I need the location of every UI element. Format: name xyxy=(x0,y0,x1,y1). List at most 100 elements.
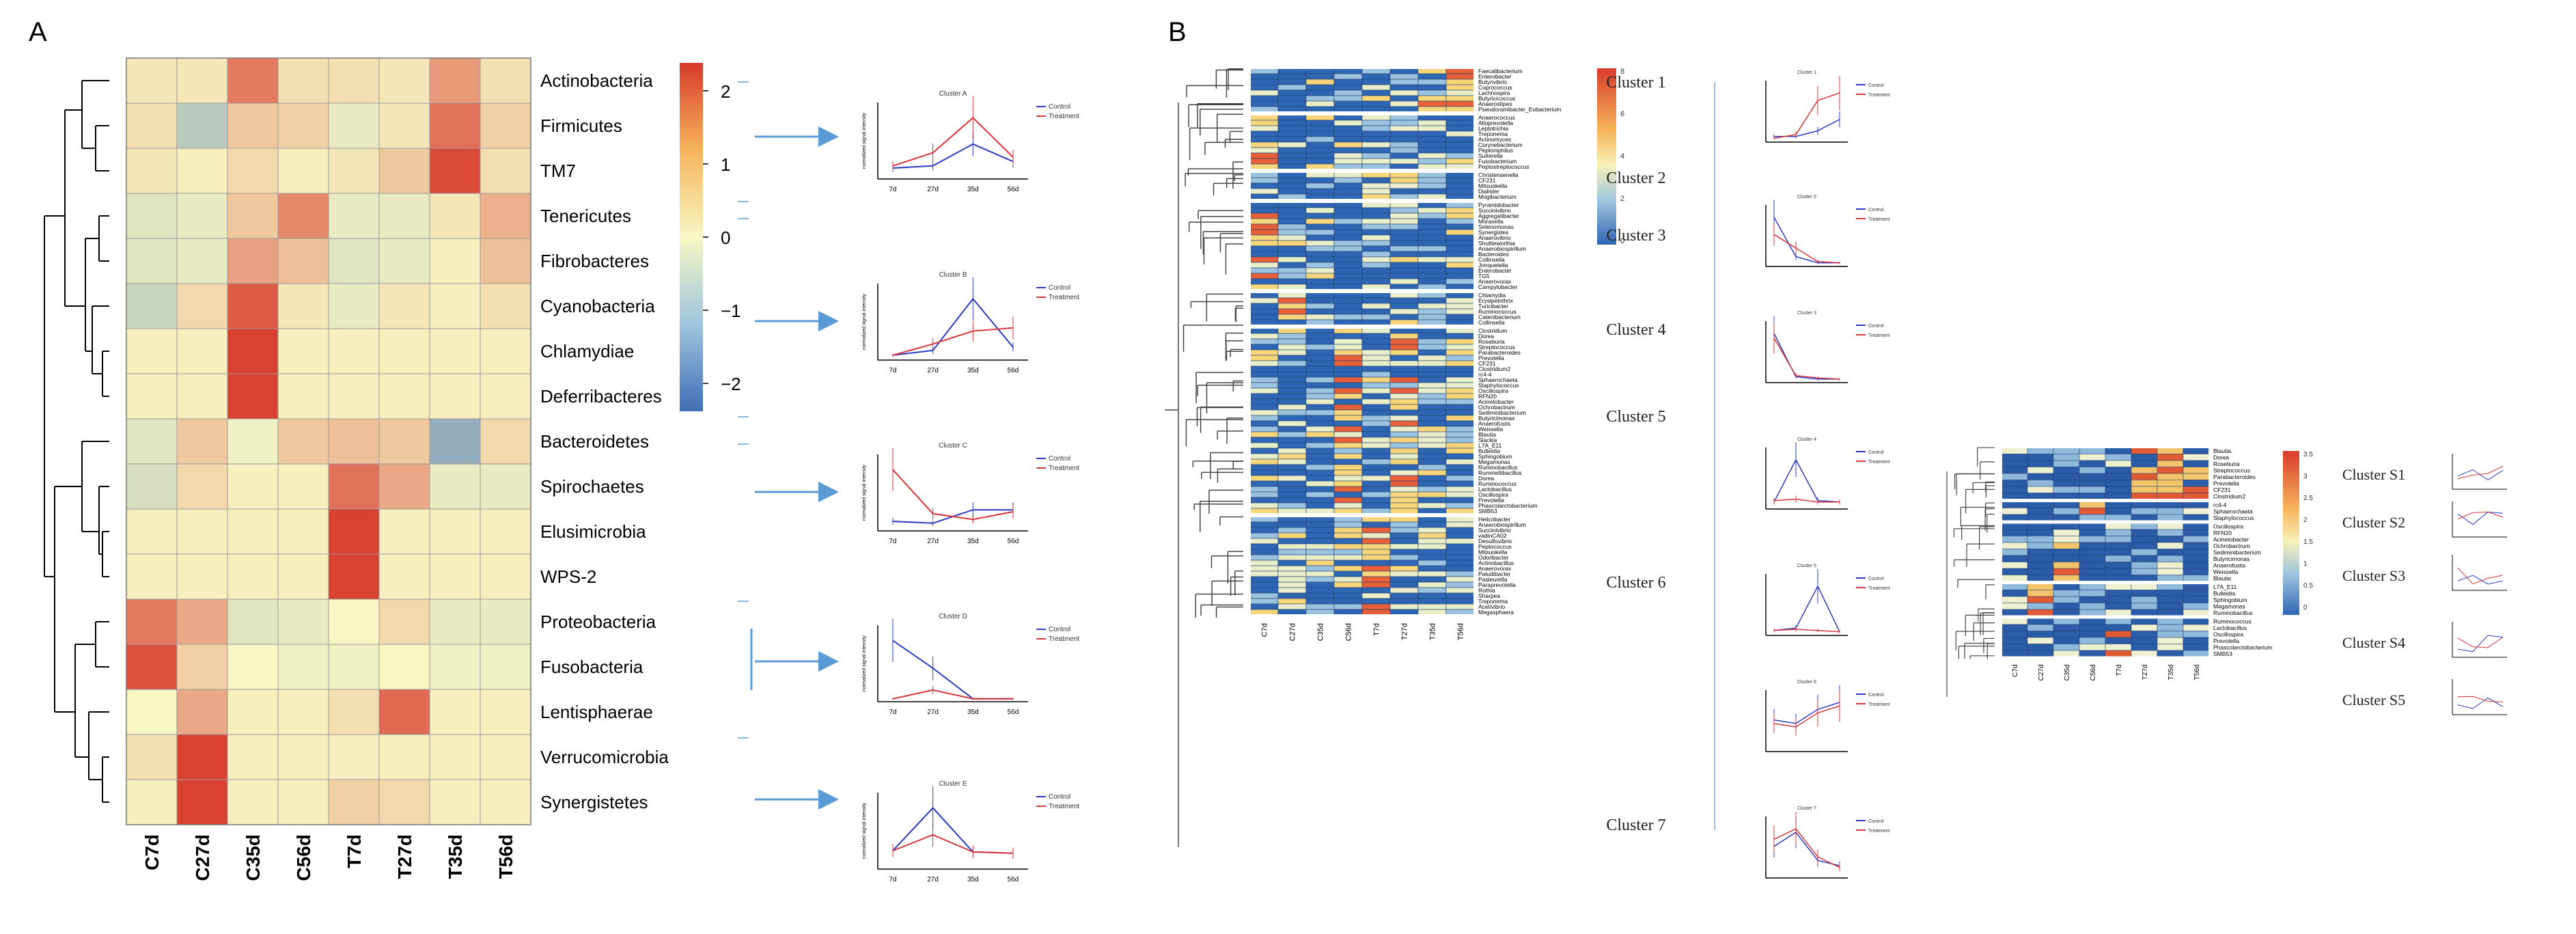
heatmap-cell xyxy=(1277,366,1307,372)
heatmap-cell xyxy=(1361,409,1391,416)
heatmap-cell xyxy=(2001,618,2028,625)
heatmap-cell xyxy=(1305,486,1335,493)
row-label: Ochrobactrum xyxy=(2213,542,2250,549)
heatmap-cell xyxy=(1417,521,1447,528)
heatmap-cell xyxy=(1389,158,1419,165)
heatmap-cell xyxy=(1445,409,1475,416)
heatmap-cell xyxy=(1417,538,1447,545)
heatmap-cell xyxy=(1417,267,1447,274)
column-label: T56d xyxy=(1457,623,1465,640)
heatmap-cell xyxy=(1277,565,1307,572)
panel-a-colorbar: 210−1−2 xyxy=(680,63,741,411)
heatmap-cell xyxy=(480,599,531,645)
heatmap-cell xyxy=(1333,581,1363,588)
heatmap-cell xyxy=(328,373,380,420)
legend-control-label: Control xyxy=(1868,693,1884,698)
heatmap-cell xyxy=(1249,420,1279,427)
heatmap-cell xyxy=(1445,95,1475,102)
row-label: Paraprevotella xyxy=(1478,581,1516,588)
heatmap-cell xyxy=(1445,202,1475,208)
heatmap-cell xyxy=(1445,576,1475,583)
heatmap-cell xyxy=(1249,581,1279,588)
heatmap-cell xyxy=(1249,95,1279,102)
heatmap-cell xyxy=(1417,158,1447,165)
heatmap-cell xyxy=(1417,95,1447,102)
heatmap-cell xyxy=(1305,426,1335,432)
heatmap-cell xyxy=(1361,84,1391,91)
heatmap-cell xyxy=(1333,592,1363,599)
mini-chart-x-tick: 7d xyxy=(889,367,896,374)
row-label: Ruminococcus xyxy=(2213,618,2252,625)
mini-chart-treatment-line xyxy=(892,117,1014,167)
heatmap-cell xyxy=(1249,538,1279,545)
panel-b-mini-heatmap xyxy=(2001,447,2210,658)
row-label: Enterobacter xyxy=(1478,73,1512,80)
heatmap-cell xyxy=(1249,152,1279,159)
heatmap-cell xyxy=(1277,136,1307,143)
row-label: Slackia xyxy=(1478,437,1497,443)
heatmap-cell xyxy=(1249,532,1279,539)
heatmap-cell xyxy=(1249,371,1279,378)
heatmap-cell xyxy=(429,328,481,374)
heatmap-cell xyxy=(1389,453,1419,460)
heatmap-cell xyxy=(1305,327,1335,334)
heatmap-cell xyxy=(2053,631,2080,638)
heatmap-cell xyxy=(1389,344,1419,351)
heatmap-cell xyxy=(1361,609,1391,616)
heatmap-cell xyxy=(126,193,178,239)
heatmap-cell xyxy=(1333,491,1363,498)
colorbar-tick-label: 2 xyxy=(1620,195,1624,203)
heatmap-cell xyxy=(1277,284,1307,290)
heatmap-cell xyxy=(378,508,430,555)
heatmap-cell xyxy=(1389,212,1419,219)
heatmap-cell xyxy=(1361,240,1391,247)
heatmap-cell xyxy=(1445,158,1475,165)
heatmap-cell xyxy=(1389,68,1419,74)
heatmap-cell xyxy=(1417,571,1447,577)
heatmap-cell xyxy=(2001,637,2028,644)
heatmap-cell xyxy=(176,328,228,374)
heatmap-cell xyxy=(2027,529,2054,536)
heatmap-cell xyxy=(2131,523,2158,530)
heatmap-cell xyxy=(1389,267,1419,274)
heatmap-cell xyxy=(1249,136,1279,143)
cluster-label: Cluster S2 xyxy=(2342,514,2405,531)
heatmap-cell xyxy=(1361,376,1391,383)
row-label: Deferribacteres xyxy=(540,386,662,407)
heatmap-cell xyxy=(1305,125,1335,132)
heatmap-cell xyxy=(2131,575,2158,582)
heatmap-cell xyxy=(480,508,531,555)
row-label: Collinsella xyxy=(1478,319,1505,326)
heatmap-cell xyxy=(1361,464,1391,471)
heatmap-cell xyxy=(1389,207,1419,214)
row-label: Odoribacter xyxy=(1478,554,1509,561)
heatmap-cell xyxy=(1277,84,1307,91)
heatmap-cell xyxy=(1389,543,1419,550)
heatmap-cell xyxy=(1361,360,1391,367)
heatmap-cell xyxy=(2131,486,2158,493)
heatmap-cell xyxy=(1417,469,1447,476)
heatmap-cell xyxy=(1305,297,1335,304)
heatmap-cell xyxy=(1361,267,1391,274)
heatmap-cell xyxy=(1333,415,1363,422)
heatmap-cell xyxy=(1277,502,1307,509)
heatmap-cell xyxy=(1333,571,1363,577)
heatmap-cell xyxy=(1417,314,1447,320)
heatmap-cell xyxy=(227,508,279,555)
heatmap-cell xyxy=(1305,469,1335,476)
heatmap-cell xyxy=(176,238,228,284)
heatmap-cell xyxy=(2053,590,2080,597)
column-label: C35d xyxy=(243,834,264,881)
heatmap-cell xyxy=(2027,473,2054,480)
heatmap-cell xyxy=(1333,152,1363,159)
legend-control-label: Control xyxy=(1868,819,1884,824)
heatmap-cell xyxy=(1417,84,1447,91)
heatmap-cell xyxy=(1249,90,1279,96)
heatmap-cell xyxy=(126,328,178,374)
heatmap-cell xyxy=(1417,448,1447,454)
heatmap-cell xyxy=(1361,486,1391,493)
heatmap-cell xyxy=(1445,114,1475,121)
heatmap-cell xyxy=(1417,355,1447,361)
heatmap-cell xyxy=(1333,278,1363,285)
mini-chart-control-line xyxy=(2457,575,2504,585)
